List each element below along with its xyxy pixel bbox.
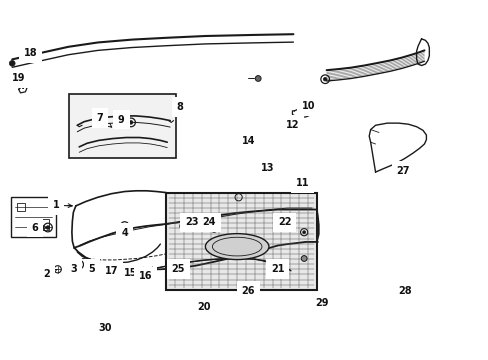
Bar xyxy=(35,219,49,230)
Circle shape xyxy=(46,226,50,229)
Bar xyxy=(166,193,316,290)
Text: 30: 30 xyxy=(98,323,112,333)
Circle shape xyxy=(9,60,15,66)
Ellipse shape xyxy=(205,234,268,260)
Text: 17: 17 xyxy=(104,266,118,276)
Text: 29: 29 xyxy=(314,298,328,308)
Text: 22: 22 xyxy=(277,217,291,228)
Text: 10: 10 xyxy=(302,101,315,112)
Text: 13: 13 xyxy=(261,163,274,174)
Circle shape xyxy=(92,262,96,267)
Text: 24: 24 xyxy=(202,217,216,228)
Text: 7: 7 xyxy=(97,113,111,127)
Text: 20: 20 xyxy=(197,302,211,312)
Bar xyxy=(166,193,316,290)
Bar xyxy=(17,203,25,211)
Text: 27: 27 xyxy=(396,166,409,177)
Text: 26: 26 xyxy=(241,286,255,296)
Circle shape xyxy=(302,231,305,234)
Circle shape xyxy=(196,224,199,226)
Text: 12: 12 xyxy=(285,120,299,130)
Text: 19: 19 xyxy=(12,73,25,89)
Bar xyxy=(69,94,176,158)
Text: 8: 8 xyxy=(176,102,183,112)
Text: 21: 21 xyxy=(270,264,284,274)
Circle shape xyxy=(323,77,326,81)
Text: 4: 4 xyxy=(121,228,128,238)
Text: 5: 5 xyxy=(88,264,95,274)
Text: 15: 15 xyxy=(124,268,138,278)
Circle shape xyxy=(301,256,306,261)
Circle shape xyxy=(255,76,261,81)
Text: 28: 28 xyxy=(397,286,411,296)
Text: 6: 6 xyxy=(32,222,47,233)
Text: 14: 14 xyxy=(241,136,255,146)
Text: 25: 25 xyxy=(171,264,185,274)
Text: 1: 1 xyxy=(53,200,72,210)
Text: 9: 9 xyxy=(118,114,130,125)
Text: 23: 23 xyxy=(184,217,198,228)
Circle shape xyxy=(129,121,133,124)
Text: 18: 18 xyxy=(23,48,37,58)
Text: 11: 11 xyxy=(295,178,308,188)
Text: 3: 3 xyxy=(70,264,77,274)
Text: 16: 16 xyxy=(139,271,152,282)
Bar xyxy=(11,197,56,237)
Text: 2: 2 xyxy=(43,269,57,279)
